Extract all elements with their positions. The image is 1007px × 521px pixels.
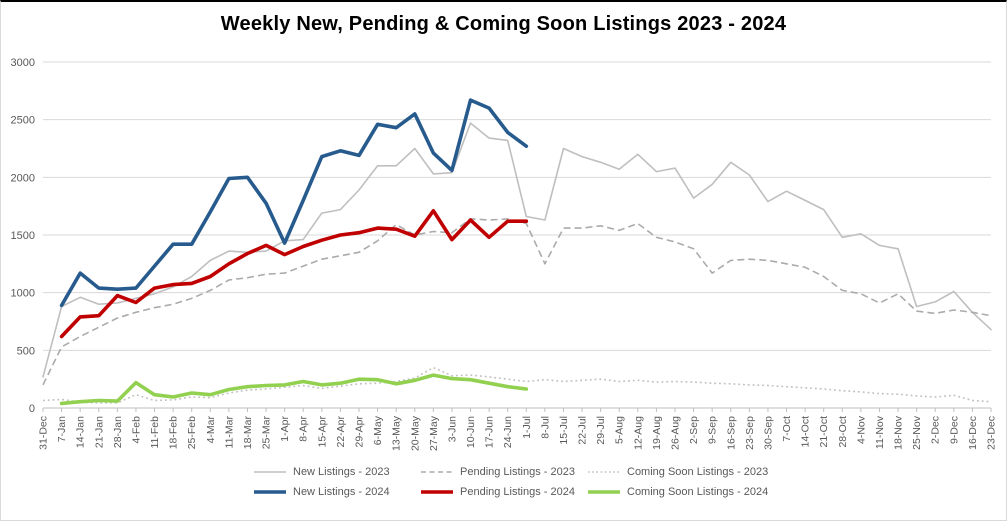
gridlines: [43, 61, 991, 409]
y-tick-label: 3000: [11, 57, 35, 69]
y-tick-label: 500: [17, 345, 35, 357]
x-tick-label: 9-Dec: [948, 416, 960, 444]
x-tick-label: 11-Nov: [874, 415, 886, 449]
legend-line-sample: [254, 471, 286, 473]
series-line-new-listings-2024: [59, 98, 529, 308]
legend-label: New Listings - 2024: [293, 486, 390, 498]
x-tick-label: 29-Jul: [595, 416, 607, 445]
x-axis-labels: 31-Dec 7-Jan 14-Jan 21-Jan 28-Jan 4-Feb 11-Feb…: [38, 415, 998, 451]
legend-item-new-listings-2023: New Listings - 2023: [253, 466, 420, 478]
x-tick-label: 20-May: [409, 415, 421, 451]
legend-item-new-listings-2024: New Listings - 2024: [253, 486, 420, 498]
x-tick-label: 18-Nov: [893, 415, 905, 450]
x-tick-label: 4-Mar: [205, 415, 217, 443]
legend-label: Coming Soon Listings - 2024: [627, 486, 769, 498]
x-tick-label: 21-Oct: [818, 416, 830, 448]
x-tick-label: 7-Oct: [781, 416, 793, 442]
x-tick-label: 8-Jul: [539, 416, 551, 439]
x-tick-label: 26-Aug: [670, 416, 682, 450]
y-tick-label: 2000: [11, 172, 35, 184]
x-tick-label: 18-Feb: [168, 416, 180, 449]
legend-line-sample: [421, 490, 453, 494]
x-tick-label: 9-Sep: [707, 416, 719, 444]
x-tick-label: 31-Dec: [38, 416, 50, 450]
legend-item-pending-listings-2023: Pending Listings - 2023: [420, 466, 587, 478]
y-tick-label: 1000: [11, 288, 35, 300]
x-tick-label: 14-Jan: [75, 416, 87, 448]
line-chart-plot-area: 0 500 1000 1500 2000 2500 3000 31-Dec 7-Jan 14-Ja…: [11, 57, 998, 451]
chart-title: Weekly New, Pending & Coming Soon Listin…: [220, 13, 787, 35]
x-tick-label: 1-Apr: [279, 416, 291, 442]
x-tick-label: 18-Mar: [242, 416, 254, 450]
legend-line-sample: [588, 471, 620, 473]
legend-row: New Listings - 2024 Pending Listings - 20…: [1, 486, 1006, 498]
x-tick-label: 22-Jul: [577, 416, 589, 445]
x-tick-label: 16-Sep: [725, 416, 737, 450]
y-tick-label: 0: [29, 403, 35, 415]
x-tick-label: 11-Feb: [149, 416, 161, 449]
series-line-new-listings-2023: [42, 122, 992, 378]
x-tick-label: 16-Dec: [967, 416, 979, 450]
x-tick-label: 23-Sep: [744, 416, 756, 450]
x-tick-label: 5-Aug: [614, 416, 626, 444]
y-tick-label: 1500: [11, 230, 35, 242]
legend-row: New Listings - 2023 Pending Listings - 20…: [1, 466, 1006, 478]
y-tick-label: 2500: [11, 115, 35, 127]
legend-item-coming-soon-listings-2024: Coming Soon Listings - 2024: [587, 486, 768, 498]
x-tick-label: 15-Apr: [316, 415, 328, 447]
x-tick-label: 25-Nov: [911, 415, 923, 450]
x-tick-label: 13-May: [391, 415, 403, 451]
y-axis-labels: 0 500 1000 1500 2000 2500 3000: [11, 57, 35, 415]
x-tick-label: 4-Nov: [855, 415, 867, 444]
x-tick-label: 28-Jan: [112, 416, 124, 448]
x-tick-label: 17-Jun: [484, 416, 496, 448]
x-tick-label: 22-Apr: [335, 415, 347, 447]
legend-item-coming-soon-listings-2023: Coming Soon Listings - 2023: [587, 466, 768, 478]
x-tick-label: 28-Oct: [837, 416, 849, 448]
x-tick-label: 6-May: [372, 415, 384, 445]
series-line-coming-soon-listings-2023: [42, 366, 992, 404]
x-tick-label: 27-May: [428, 415, 440, 451]
x-tick-label: 10-Jun: [465, 416, 477, 448]
chart-legend: New Listings - 2023 Pending Listings - 20…: [1, 466, 1006, 498]
legend-label: New Listings - 2023: [293, 466, 390, 478]
x-tick-label: 2-Dec: [930, 416, 942, 444]
x-tick-label: 2-Sep: [688, 416, 700, 444]
legend-item-pending-listings-2024: Pending Listings - 2024: [420, 486, 587, 498]
x-tick-label: 23-Dec: [986, 416, 998, 450]
x-tick-label: 4-Feb: [130, 416, 142, 444]
x-tick-label: 21-Jan: [93, 416, 105, 448]
legend-line-sample: [254, 490, 286, 494]
x-tick-label: 14-Oct: [800, 416, 812, 448]
legend-label: Pending Listings - 2023: [460, 466, 575, 478]
legend-line-sample: [588, 490, 620, 494]
x-tick-label: 11-Mar: [223, 416, 235, 449]
x-tick-label: 12-Aug: [632, 416, 644, 450]
series-line-coming-soon-listings-2024: [59, 373, 529, 406]
legend-label: Coming Soon Listings - 2023: [627, 466, 769, 478]
x-axis-ticks: [42, 408, 992, 412]
x-tick-label: 30-Sep: [762, 416, 774, 450]
x-tick-label: 8-Apr: [298, 416, 310, 442]
x-tick-label: 3-Jun: [446, 416, 458, 442]
x-tick-label: 19-Aug: [651, 416, 663, 450]
x-tick-label: 24-Jun: [502, 416, 514, 448]
series-line-pending-listings-2024: [59, 209, 529, 339]
legend-label: Pending Listings - 2024: [460, 486, 575, 498]
x-tick-label: 25-Mar: [261, 416, 273, 450]
legend-line-sample: [421, 471, 453, 473]
x-tick-label: 15-Jul: [558, 416, 570, 445]
x-tick-label: 1-Jul: [521, 416, 533, 439]
x-tick-label: 25-Feb: [186, 416, 198, 449]
x-tick-label: 7-Jan: [56, 416, 68, 442]
x-tick-label: 29-Apr: [354, 415, 366, 447]
